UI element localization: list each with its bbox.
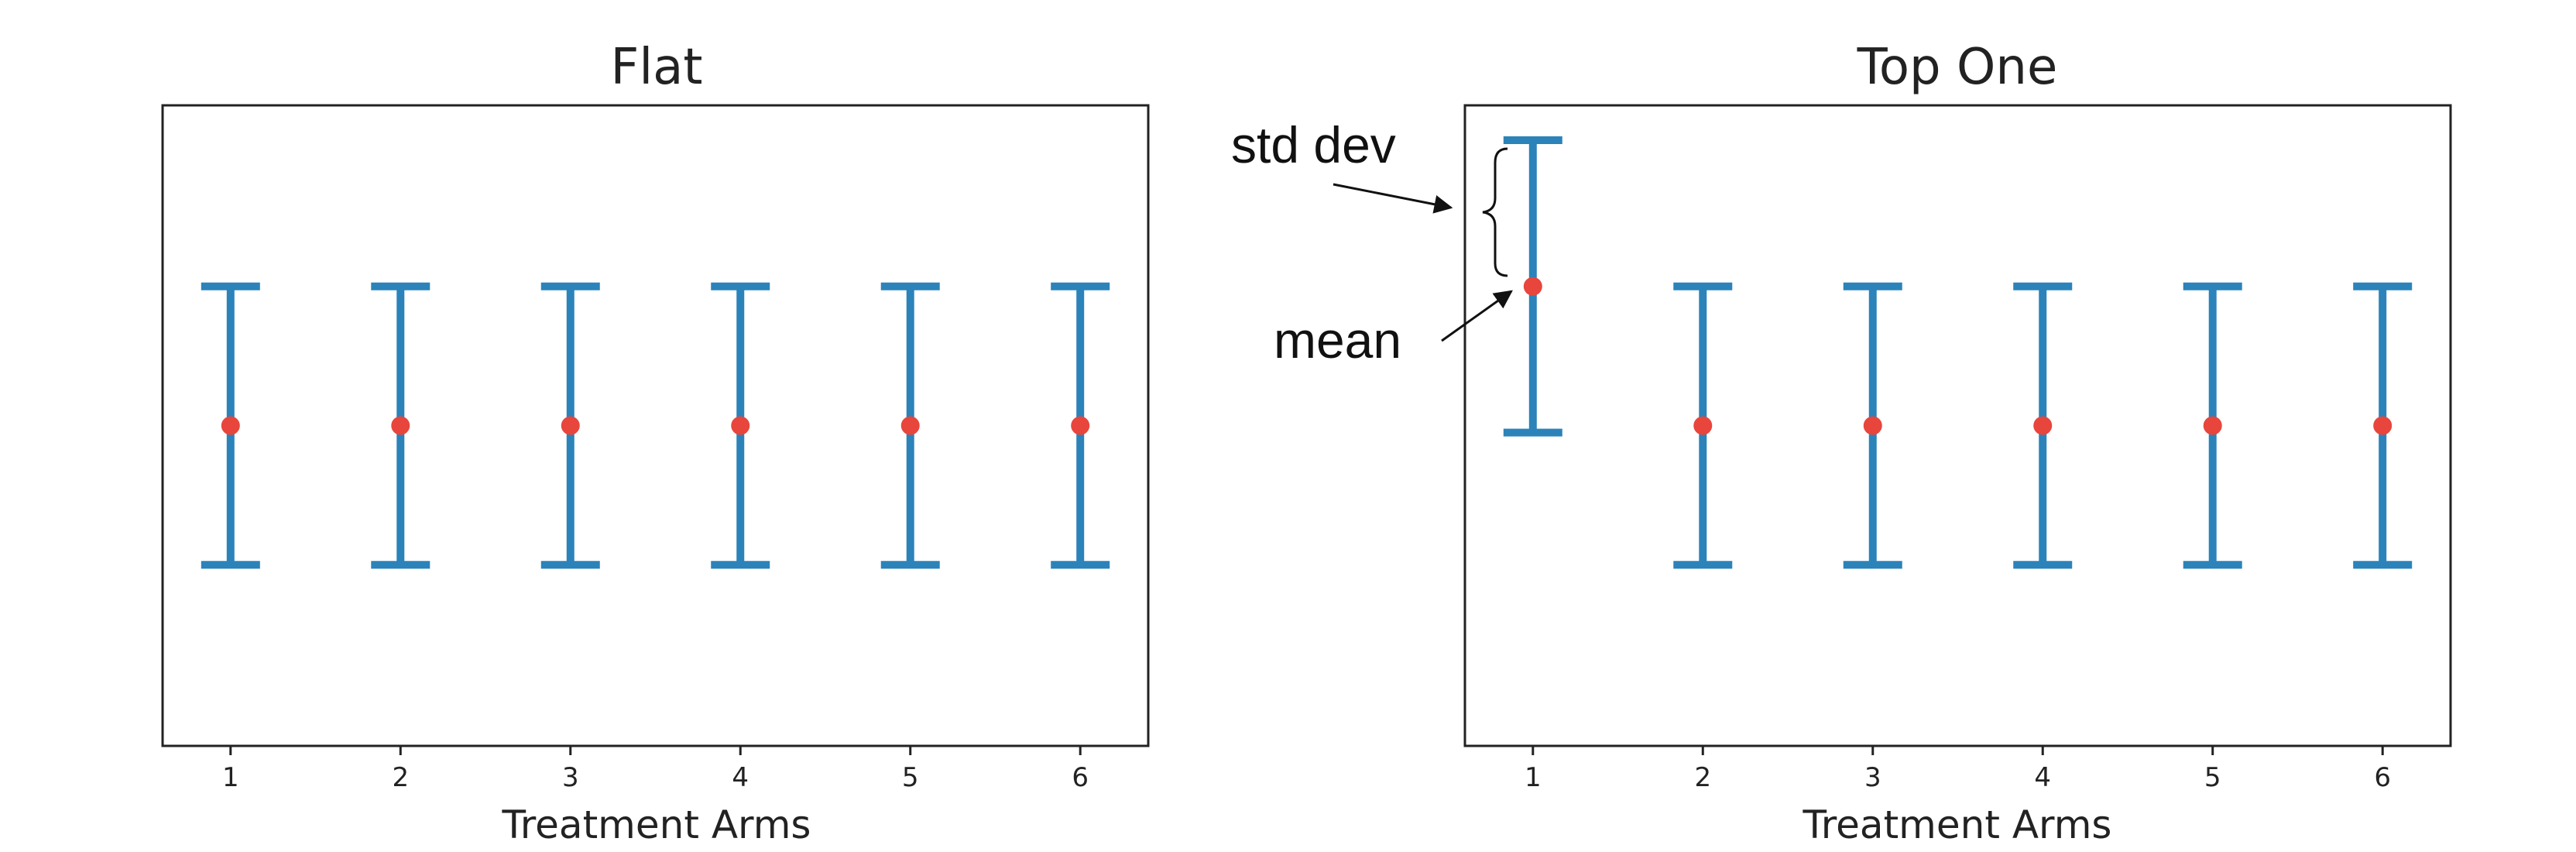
errorbar-marks — [1503, 136, 2413, 569]
top-one-chart: Top One 1 2 3 4 5 6 Treatment Arms — [1463, 39, 2452, 847]
annotations: std dev mean — [1231, 116, 1513, 369]
x-tick-label: 6 — [1072, 762, 1089, 793]
mean-point — [221, 416, 240, 435]
x-tick-label: 5 — [2204, 762, 2221, 793]
mean-point — [2373, 416, 2392, 435]
x-tick-label: 3 — [562, 762, 579, 793]
x-axis-label: Treatment Arms — [502, 802, 811, 847]
std-dev-annotation: std dev — [1231, 116, 1396, 173]
x-tick-label: 2 — [1694, 762, 1711, 793]
x-tick-label: 1 — [222, 762, 239, 793]
x-tick-label: 1 — [1525, 762, 1542, 793]
x-tick-label: 5 — [902, 762, 919, 793]
x-axis-label: Treatment Arms — [1803, 802, 2112, 847]
x-tick-label: 2 — [392, 762, 409, 793]
std-dev-brace — [1482, 147, 1508, 277]
mean-point — [2033, 416, 2053, 435]
mean-annotation: mean — [1274, 311, 1401, 369]
plot-frame — [1463, 104, 2452, 747]
x-tick-label: 4 — [732, 762, 749, 793]
mean-point — [1523, 277, 1542, 296]
mean-point — [1863, 416, 1882, 435]
errorbar-marks — [201, 282, 1110, 569]
chart-title: Flat — [611, 39, 703, 96]
mean-point — [1693, 416, 1713, 435]
mean-point — [731, 416, 750, 435]
flat-chart: Flat 1 2 3 4 5 6 Treatment Arms — [161, 39, 1150, 847]
chart-title: Top One — [1857, 39, 2058, 96]
x-ticks: 1 2 3 4 5 6 — [222, 746, 1089, 793]
std-dev-arrow — [1333, 183, 1453, 214]
x-tick-label: 3 — [1864, 762, 1881, 793]
mean-point — [2203, 416, 2222, 435]
mean-point — [900, 416, 920, 435]
plot-frame — [161, 104, 1150, 747]
mean-point — [1071, 416, 1090, 435]
x-ticks: 1 2 3 4 5 6 — [1525, 746, 2391, 793]
x-tick-label: 4 — [2034, 762, 2051, 793]
x-tick-label: 6 — [2374, 762, 2391, 793]
mean-point — [561, 416, 580, 435]
mean-arrow — [1441, 290, 1513, 342]
mean-point — [391, 416, 410, 435]
